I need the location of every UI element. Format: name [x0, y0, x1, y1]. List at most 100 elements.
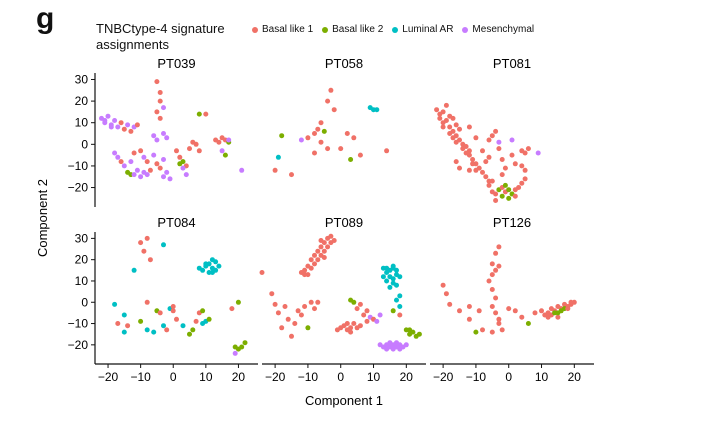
scatter-point-pt081 — [453, 159, 459, 165]
scatter-point-pt089 — [384, 346, 390, 352]
scatter-point-pt084 — [242, 340, 248, 346]
scatter-point-pt058 — [338, 146, 344, 152]
scatter-point-pt084 — [239, 344, 245, 350]
scatter-point-pt089 — [308, 299, 314, 305]
scatter-point-pt039 — [141, 154, 147, 160]
scatter-point-pt058 — [312, 131, 317, 136]
scatter-point-pt058 — [272, 167, 278, 173]
scatter-point-pt039 — [157, 90, 163, 95]
legend-item-luminal-ar: Luminal AR — [392, 24, 453, 35]
scatter-point-pt089 — [318, 238, 324, 243]
scatter-point-pt126 — [496, 316, 502, 322]
scatter-point-pt084 — [180, 323, 186, 329]
scatter-point-pt126 — [493, 295, 499, 301]
legend-swatch — [462, 26, 469, 33]
scatter-point-pt089 — [361, 312, 367, 318]
scatter-point-pt039 — [138, 148, 144, 154]
scatter-point-pt089 — [312, 252, 317, 258]
scatter-point-pt058 — [279, 133, 285, 139]
scatter-point-pt039 — [164, 135, 170, 141]
scatter-point-pt039 — [157, 115, 163, 121]
facet-title-pt126: PT126 — [493, 215, 531, 230]
scatter-point-pt084 — [200, 267, 206, 273]
scatter-point-pt081 — [434, 107, 440, 113]
scatter-point-pt058 — [312, 150, 317, 156]
scatter-point-pt081 — [450, 135, 456, 141]
scatter-point-pt081 — [480, 148, 485, 154]
facet-title-pt084: PT084 — [157, 215, 195, 230]
x-axis-title: Component 1 — [305, 393, 383, 408]
legend-swatch — [252, 26, 258, 33]
scatter-point-pt126 — [499, 327, 505, 333]
scatter-point-pt039 — [157, 165, 163, 171]
scatter-point-pt126 — [493, 310, 499, 316]
scatter-point-pt039 — [157, 98, 163, 104]
scatter-point-pt039 — [134, 122, 140, 128]
scatter-point-pt089 — [308, 257, 314, 263]
facet-title-pt081: PT081 — [493, 56, 531, 71]
y-tick-label: 30 — [75, 72, 89, 86]
y-axis-title: Component 2 — [35, 179, 50, 257]
scatter-point-pt039 — [131, 150, 137, 156]
scatter-point-pt081 — [502, 165, 508, 171]
scatter-point-pt126 — [489, 272, 495, 278]
x-tick-label: 20 — [400, 370, 414, 384]
scatter-point-pt081 — [525, 146, 531, 152]
scatter-point-pt089 — [390, 308, 396, 314]
scatter-point-pt089 — [397, 293, 403, 299]
scatter-point-pt058 — [384, 148, 390, 154]
y-tick-label: −10 — [68, 317, 89, 331]
scatter-point-pt039 — [147, 167, 153, 173]
scatter-point-pt081 — [443, 102, 449, 108]
scatter-point-pt089 — [315, 248, 321, 254]
scatter-point-pt126 — [489, 261, 495, 267]
scatter-point-pt039 — [222, 152, 228, 158]
scatter-point-pt039 — [128, 128, 134, 134]
scatter-point-pt089 — [364, 308, 370, 314]
scatter-point-pt089 — [305, 325, 311, 331]
scatter-point-pt089 — [390, 346, 396, 352]
scatter-point-pt126 — [489, 304, 495, 309]
scatter-point-pt089 — [292, 321, 298, 326]
scatter-point-pt089 — [331, 238, 337, 243]
scatter-point-pt084 — [216, 263, 222, 269]
scatter-point-pt089 — [394, 297, 399, 303]
scatter-point-pt126 — [480, 327, 485, 333]
scatter-point-pt126 — [443, 291, 449, 297]
scatter-point-pt081 — [447, 124, 453, 130]
scatter-point-pt089 — [397, 312, 403, 318]
scatter-point-pt084 — [164, 327, 170, 333]
y-tick-label: 0 — [81, 137, 88, 151]
scatter-point-pt089 — [318, 244, 324, 250]
scatter-point-pt081 — [457, 126, 462, 132]
scatter-point-pt081 — [466, 167, 472, 173]
scatter-point-pt089 — [302, 304, 308, 309]
scatter-point-pt081 — [493, 128, 499, 134]
y-tick-label: 20 — [75, 94, 89, 108]
y-tick-label: 0 — [81, 295, 88, 309]
y-tick-label: 10 — [75, 274, 89, 288]
scatter-point-pt084 — [170, 304, 176, 309]
scatter-point-pt081 — [519, 180, 525, 186]
scatter-point-pt084 — [141, 248, 147, 254]
legend-item-basal-like-2: Basal like 2 — [322, 24, 383, 35]
scatter-point-pt089 — [407, 327, 413, 333]
scatter-point-pt058 — [374, 107, 380, 113]
scatter-point-pt084 — [112, 301, 118, 307]
scatter-point-pt081 — [499, 172, 505, 178]
scatter-point-pt058 — [305, 135, 311, 141]
scatter-point-pt058 — [321, 128, 327, 134]
scatter-point-pt081 — [486, 154, 492, 160]
scatter-point-pt058 — [351, 135, 357, 141]
scatter-point-pt081 — [457, 165, 462, 171]
scatter-point-pt126 — [493, 250, 499, 256]
y-tick-label: 30 — [75, 231, 89, 245]
scatter-point-pt089 — [394, 340, 399, 346]
panel-label: g — [36, 2, 55, 35]
scatter-point-pt089 — [354, 306, 360, 312]
scatter-point-pt089 — [397, 346, 403, 352]
legend-label: Mesenchymal — [472, 24, 535, 35]
scatter-point-pt081 — [486, 137, 492, 143]
scatter-point-pt081 — [480, 169, 485, 175]
scatter-point-pt039 — [183, 172, 189, 178]
